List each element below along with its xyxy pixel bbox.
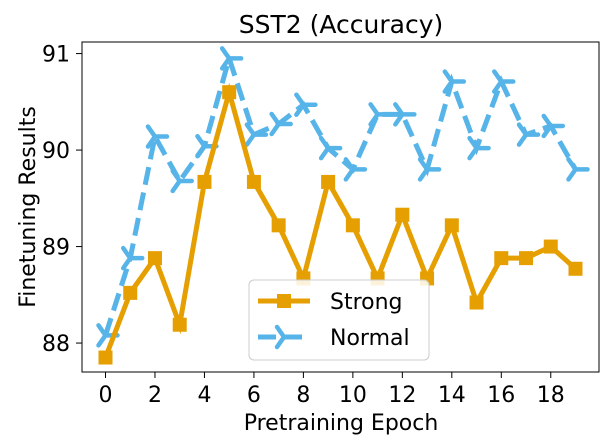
data-point-strong: [543, 239, 558, 254]
data-point-normal: [393, 102, 417, 127]
data-point-normal: [318, 135, 343, 161]
x-tick-label: 8: [296, 383, 310, 408]
x-axis-label: Pretraining Epoch: [244, 411, 439, 436]
data-point-normal: [442, 69, 467, 94]
data-point-strong: [172, 317, 187, 332]
data-point-normal: [219, 46, 244, 71]
series-strong: [98, 82, 583, 365]
data-point-normal: [467, 135, 491, 161]
series-layer: [96, 46, 590, 365]
x-tick-label: 10: [339, 383, 367, 408]
x-tick-label: 12: [388, 383, 416, 408]
legend-marker-normal: [274, 324, 299, 350]
data-point-normal: [343, 157, 368, 182]
data-point-strong: [123, 285, 138, 300]
x-tick-label: 0: [99, 383, 113, 408]
data-point-strong: [222, 85, 237, 100]
y-axis: 88 89 90 91: [42, 43, 82, 357]
series-line-strong: [103, 82, 578, 359]
data-point-normal: [368, 102, 392, 127]
data-point-strong: [444, 218, 459, 233]
y-tick-label: 91: [42, 43, 70, 68]
data-point-normal: [516, 122, 541, 147]
data-point-strong: [197, 174, 212, 189]
y-tick-label: 89: [42, 236, 70, 261]
data-point-normal: [120, 245, 145, 271]
chart-title: SST2 (Accuracy): [239, 10, 444, 39]
x-tick-label: 18: [537, 383, 565, 408]
data-point-strong: [246, 174, 261, 189]
data-point-normal: [417, 157, 442, 182]
data-point-normal: [566, 157, 590, 182]
legend-marker-strong: [277, 294, 291, 308]
x-tick-label: 6: [247, 383, 261, 408]
data-point-strong: [494, 251, 509, 266]
data-point-strong: [519, 251, 534, 266]
y-tick-label: 88: [42, 332, 70, 357]
data-point-strong: [98, 350, 113, 365]
series-line-normal: [103, 49, 578, 337]
legend-label-normal: Normal: [330, 326, 410, 351]
x-axis: 0 2 4 6 8 10 12 14 16 18: [99, 372, 565, 408]
data-point-normal: [492, 69, 516, 94]
data-point-normal: [170, 168, 194, 194]
data-point-strong: [568, 261, 583, 276]
data-point-strong: [147, 251, 162, 266]
data-point-normal: [541, 113, 566, 139]
y-tick-label: 90: [42, 139, 70, 164]
data-point-strong: [469, 295, 484, 310]
data-point-strong: [321, 174, 336, 189]
y-axis-label: Finetuning Results: [16, 106, 41, 308]
x-tick-label: 2: [148, 383, 162, 408]
legend-label-strong: Strong: [330, 290, 403, 315]
data-point-strong: [345, 218, 360, 233]
data-point-strong: [395, 207, 410, 222]
data-point-normal: [244, 122, 269, 147]
x-tick-label: 4: [197, 383, 211, 408]
data-point-strong: [271, 218, 286, 233]
x-tick-label: 16: [487, 383, 515, 408]
data-point-normal: [269, 111, 293, 137]
x-tick-label: 14: [438, 383, 466, 408]
data-point-normal: [145, 124, 170, 149]
data-point-normal: [294, 92, 318, 117]
legend: Strong Normal: [248, 279, 430, 361]
